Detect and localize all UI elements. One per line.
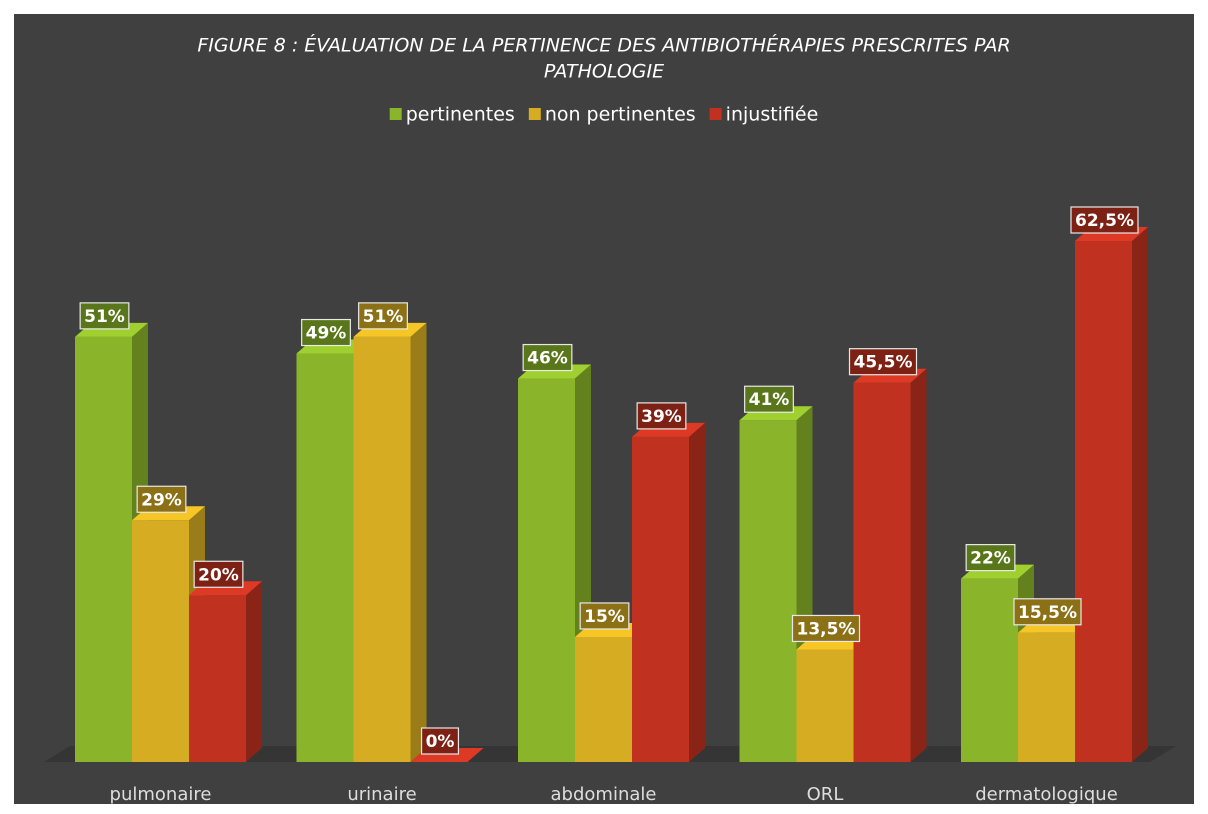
legend-label: non pertinentes [545, 104, 696, 126]
data-label: 49% [306, 324, 347, 344]
bar [961, 578, 1018, 762]
data-label: 22% [970, 549, 1011, 569]
bar [189, 595, 246, 762]
chart-title: PATHOLOGIE [544, 61, 664, 83]
legend-swatch [709, 108, 722, 120]
x-tick-label: abdominale [551, 784, 657, 805]
data-label-box [579, 602, 630, 630]
bar [1018, 632, 1075, 762]
data-label: 15,5% [1018, 603, 1077, 623]
bar [575, 636, 632, 762]
legend-swatch [389, 108, 402, 120]
bar-side [410, 322, 427, 762]
data-label-box [522, 343, 573, 372]
bar [853, 382, 911, 762]
data-label-box [848, 348, 918, 376]
legend-swatch [528, 108, 541, 120]
x-tick-label: ORL [807, 784, 844, 805]
bar [75, 336, 132, 762]
x-tick-label: urinaire [347, 784, 416, 805]
data-label-box [636, 402, 687, 430]
bar [132, 520, 189, 762]
bar [632, 436, 689, 762]
x-tick-label: dermatologique [975, 784, 1118, 805]
bar [296, 353, 354, 762]
bar [1075, 241, 1132, 762]
bar-side [1132, 227, 1148, 762]
bar-side [246, 581, 262, 762]
data-label: 51% [84, 307, 125, 327]
data-label-box [1013, 598, 1082, 626]
data-label: 62,5% [1075, 211, 1134, 231]
data-label-box [420, 727, 460, 755]
data-label: 39% [641, 407, 682, 427]
x-tick-label: pulmonaire [110, 784, 212, 805]
data-label: 13,5% [797, 619, 856, 639]
data-label-box [1070, 206, 1139, 234]
bar-side [910, 368, 927, 762]
data-label: 0% [426, 732, 455, 752]
bar [739, 420, 797, 762]
bar-side [689, 422, 705, 762]
legend-label: pertinentes [406, 104, 515, 126]
data-label-box [358, 302, 408, 330]
data-label-box [301, 318, 351, 347]
chart-title: FIGURE 8 : ÉVALUATION DE LA PERTINENCE D… [197, 34, 1010, 57]
bar [518, 378, 575, 762]
data-label-box [744, 385, 794, 413]
data-label-box [79, 302, 130, 330]
data-label: 15% [584, 607, 625, 627]
data-label: 51% [363, 307, 404, 327]
data-label-box [791, 614, 861, 643]
data-label: 45,5% [854, 353, 913, 373]
data-label-box [193, 560, 244, 588]
data-label-box [965, 544, 1016, 572]
data-label: 29% [141, 490, 182, 510]
data-label: 20% [198, 565, 239, 585]
bar [353, 336, 411, 762]
legend-label: injustifiée [726, 104, 819, 126]
bar [796, 649, 854, 762]
data-label: 46% [527, 349, 568, 369]
data-label: 41% [749, 390, 790, 410]
legend: pertinentes non pertinentes injustifiée [389, 104, 819, 126]
data-label-box [136, 485, 187, 513]
